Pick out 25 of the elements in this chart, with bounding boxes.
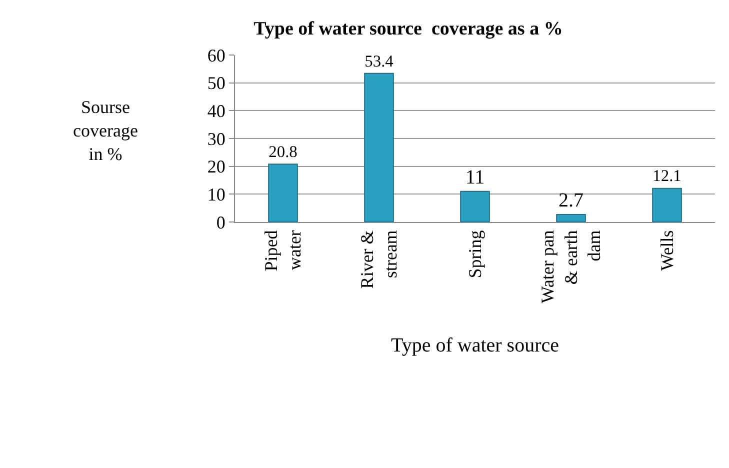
y-tick-label: 50 xyxy=(207,73,226,94)
chart-title: Type of water source coverage as a % xyxy=(254,18,563,40)
x-tick-label: Water pan & earth dam xyxy=(537,230,604,304)
y-axis-title: Sourse coverage in % xyxy=(73,97,138,164)
y-tick-label: 30 xyxy=(207,128,226,149)
y-tick-label: 0 xyxy=(216,212,226,232)
bar xyxy=(364,72,394,222)
y-tick-label: 60 xyxy=(207,45,226,66)
y-tick-label: 40 xyxy=(207,100,226,121)
data-label: 2.7 xyxy=(558,189,584,212)
data-label: 53.4 xyxy=(364,51,394,70)
data-label: 12.1 xyxy=(652,166,682,186)
bar xyxy=(652,188,682,222)
x-tick-label: River & stream xyxy=(357,230,401,289)
data-label: 11 xyxy=(465,166,485,188)
bar xyxy=(460,190,490,222)
data-label: 20.8 xyxy=(268,142,298,161)
x-tick-label: Spring xyxy=(464,230,485,278)
bar xyxy=(556,214,586,222)
x-tick-label: Piped water xyxy=(261,230,305,272)
bar xyxy=(268,164,298,222)
y-tick-label: 20 xyxy=(207,156,226,177)
y-tick-label: 10 xyxy=(207,184,226,204)
x-axis-title: Type of water source xyxy=(391,334,560,357)
x-tick-label: Wells xyxy=(656,230,677,271)
